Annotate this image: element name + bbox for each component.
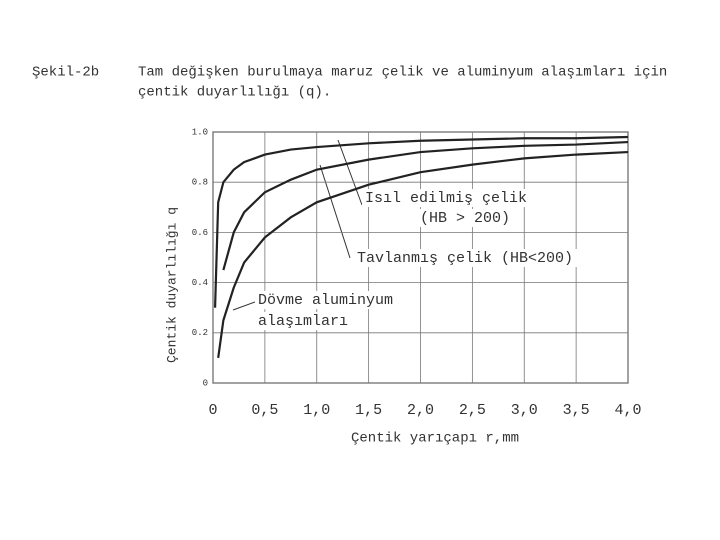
x-tick-label: 2,5	[459, 402, 486, 419]
series-line	[213, 135, 629, 308]
annotation-bg	[362, 189, 542, 207]
y-tick-label: 0	[203, 378, 208, 388]
annotation: alaşımları	[258, 313, 348, 330]
y-tick-label: 1.0	[192, 127, 208, 137]
x-tick-label: 3,0	[511, 402, 538, 419]
annotation-bg	[354, 249, 594, 267]
annotation: Isıl edilmiş çelik	[365, 190, 527, 207]
chart-title: Tam değişken burulmaya maruz çelik ve al…	[138, 65, 667, 81]
chart-title: çentik duyarlılığı (q).	[138, 85, 331, 101]
arrow	[319, 164, 351, 259]
annotation: (HB > 200)	[420, 210, 510, 227]
annotation-arrows	[232, 139, 363, 311]
x-tick-label: 3,5	[563, 402, 590, 419]
x-tick-label: 0,5	[251, 402, 278, 419]
x-tick-label: 1,0	[303, 402, 330, 419]
x-tick-label: 1,5	[355, 402, 382, 419]
annotation: Dövme aluminyum	[258, 292, 393, 309]
x-tick-label: 4,0	[614, 402, 641, 419]
figure-label: Şekil-2b	[32, 65, 99, 81]
annotation: Tavlanmış çelik (HB<200)	[357, 250, 573, 267]
x-axis-label: Çentik yarıçapı r,mm	[351, 431, 519, 447]
x-tick-label: 0	[208, 402, 217, 419]
annotation-bg	[255, 291, 405, 309]
y-tick-label: 0.6	[192, 228, 208, 238]
annotation-bg	[417, 209, 517, 227]
arrow	[232, 301, 256, 311]
y-tick-label: 0.8	[192, 178, 208, 188]
arrow	[337, 139, 363, 206]
y-axis-label: Çentik duyarlılığı q	[164, 207, 179, 363]
annotation-bg	[255, 312, 355, 330]
series-line	[222, 140, 629, 271]
x-tick-label: 2,0	[407, 402, 434, 419]
series-line	[217, 150, 629, 359]
y-tick-label: 0.4	[192, 278, 208, 288]
y-tick-label: 0.2	[192, 328, 208, 338]
